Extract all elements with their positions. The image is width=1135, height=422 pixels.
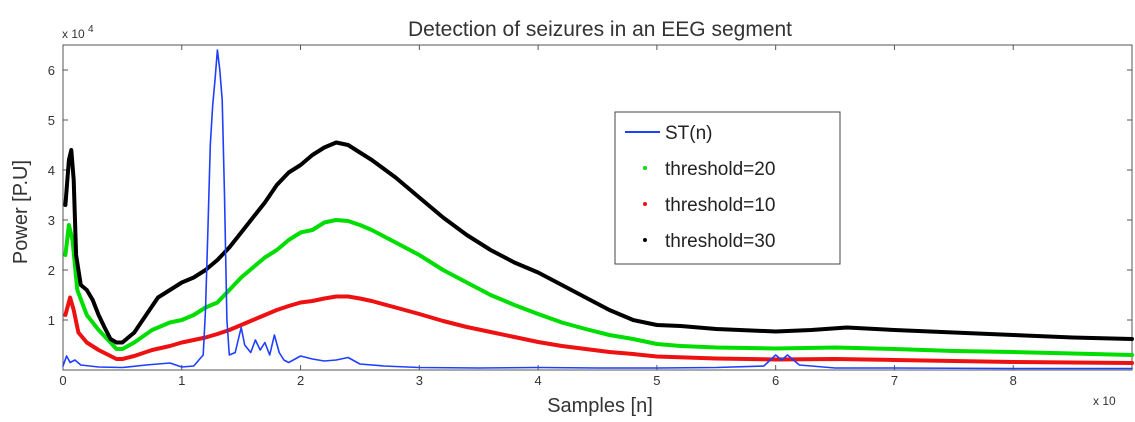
legend-box [614,111,841,265]
legend: ST(n) threshold=20 threshold=10 threshold=3… [614,111,841,265]
legend-label: ST(n) [665,123,713,144]
legend-item: ST(n) [625,123,713,144]
legend-item: threshold=20 [643,159,775,180]
x-tick-label: 4 [534,373,541,388]
y-multiplier-base: x 10 [62,27,85,41]
x-tick-label: 5 [653,373,660,388]
series-threshold-30 [63,140,1134,345]
legend-label: threshold=20 [665,159,775,180]
series-threshold-20 [63,218,1134,357]
y-tick-label: 4 [48,163,55,178]
y-multiplier: x 10 4 [62,24,94,41]
legend-swatch-marker [643,166,647,170]
y-tick-label: 1 [48,313,55,328]
y-tick-label: 5 [48,113,55,128]
y-tick-label: 6 [48,63,55,78]
y-axis-label: Power [P.U] [10,160,32,264]
y-tick-label: 2 [48,263,55,278]
x-tick-label: 6 [772,373,779,388]
series-layer [62,49,1134,370]
legend-item: threshold=30 [643,231,775,252]
x-axis-label: Samples [n] [547,395,653,417]
x-tick-label: 8 [1010,373,1017,388]
chart-title: Detection of seizures in an EEG segment [408,18,792,41]
legend-swatch-marker [643,202,647,206]
x-tick-label: 2 [297,373,304,388]
legend-label: threshold=30 [665,231,775,252]
legend-swatch-marker [643,238,647,242]
axes: 0 1 2 3 4 5 6 7 8 1 2 3 4 5 6 [48,44,1133,388]
x-tick-label: 7 [891,373,898,388]
legend-label: threshold=10 [665,195,775,216]
y-tick-label: 3 [48,213,55,228]
series-threshold-10 [63,294,1134,365]
plot-frame [62,44,1133,371]
y-multiplier-exponent: 4 [88,24,94,35]
x-tick-label: 3 [416,373,423,388]
x-tick-label: 1 [178,373,185,388]
x-multiplier: x 10 [1093,394,1116,408]
series-st-n- [62,49,1133,370]
legend-item: threshold=10 [643,195,775,216]
x-tick-label: 0 [59,373,66,388]
